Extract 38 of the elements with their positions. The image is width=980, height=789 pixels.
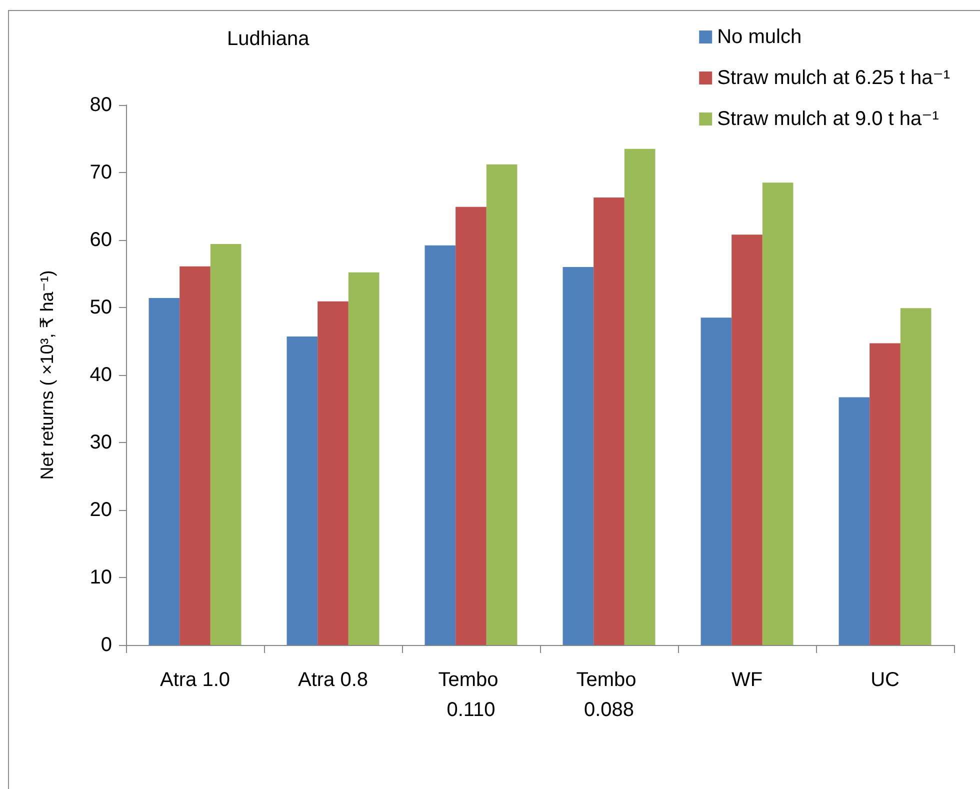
y-axis-title: Net returns ( ×10³, ₹ ha⁻¹) xyxy=(37,270,57,480)
bar xyxy=(456,206,486,645)
chart-title: Ludhiana xyxy=(227,28,310,50)
x-tick-label: Atra 0.8 xyxy=(298,669,368,691)
bar xyxy=(318,301,348,645)
x-tick-label: Tembo 0.110 xyxy=(438,669,504,721)
bar xyxy=(424,245,456,645)
x-tick-label: Atra 1.0 xyxy=(160,669,230,691)
bar xyxy=(148,298,180,645)
x-tick-label: UC xyxy=(870,669,900,691)
bar xyxy=(286,336,318,645)
bar xyxy=(348,272,380,645)
legend-label: Straw mulch at 9.0 t ha⁻¹ xyxy=(717,108,940,130)
bar xyxy=(210,244,242,645)
bar xyxy=(762,182,794,645)
bar xyxy=(486,164,518,645)
y-tick-label: 10 xyxy=(90,566,112,588)
bar xyxy=(732,234,762,645)
bar xyxy=(900,308,932,645)
x-tick-label: Tembo 0.088 xyxy=(576,669,642,721)
y-tick-label: 0 xyxy=(100,634,112,656)
bar xyxy=(594,197,624,645)
y-tick-label: 40 xyxy=(90,364,112,386)
y-tick-label: 50 xyxy=(90,296,112,318)
y-tick-label: 80 xyxy=(90,94,112,116)
bar xyxy=(180,266,210,645)
bar xyxy=(562,267,594,645)
legend-label: No mulch xyxy=(717,26,802,48)
bar xyxy=(624,148,656,645)
y-tick-label: 20 xyxy=(90,499,112,521)
x-tick-label: WF xyxy=(731,669,763,691)
y-tick-label: 60 xyxy=(90,229,112,251)
y-tick-label: 30 xyxy=(90,432,112,454)
bar xyxy=(838,397,870,645)
legend-label: Straw mulch at 6.25 t ha⁻¹ xyxy=(717,67,950,89)
bar xyxy=(870,343,900,645)
bar xyxy=(700,318,732,645)
y-tick-label: 70 xyxy=(90,162,112,184)
